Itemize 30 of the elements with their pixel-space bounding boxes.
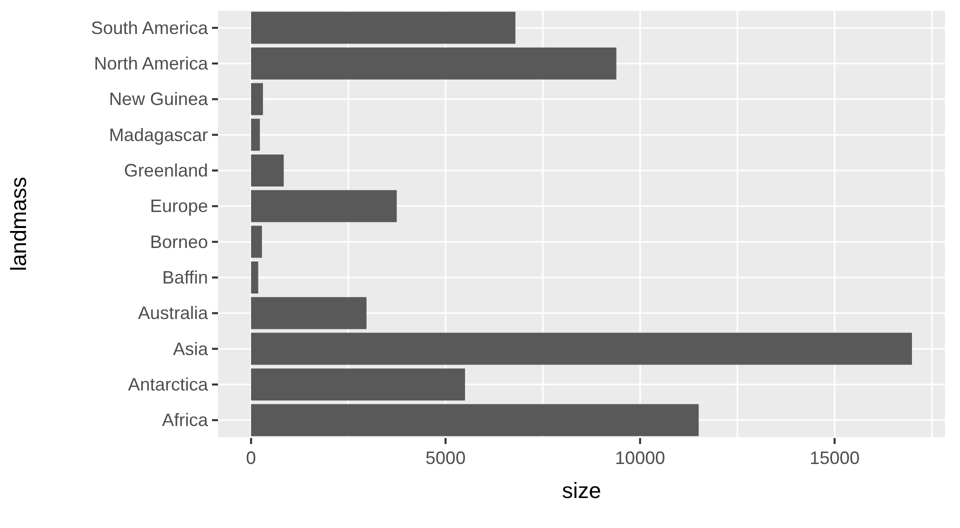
x-axis-title: size — [562, 478, 602, 503]
bar — [251, 404, 699, 436]
y-tick-label: New Guinea — [108, 89, 209, 110]
y-tick-label: Borneo — [150, 232, 208, 252]
bar — [251, 154, 284, 186]
bar — [251, 47, 616, 80]
x-tick-label: 0 — [246, 448, 256, 468]
x-tick-label: 10000 — [615, 448, 666, 468]
y-tick-label: Asia — [172, 338, 209, 359]
bar — [251, 83, 263, 116]
bar — [251, 297, 367, 330]
y-tick-label: Madagascar — [108, 124, 208, 145]
x-tick-label: 15000 — [810, 448, 860, 468]
bar — [251, 190, 397, 222]
bar — [251, 12, 516, 44]
bar — [251, 368, 466, 400]
bar — [251, 261, 258, 294]
y-tick-label: North America — [94, 54, 209, 74]
bar — [251, 118, 260, 151]
y-tick-label: Africa — [162, 410, 209, 430]
y-tick-label: Greenland — [124, 160, 208, 180]
bar — [251, 226, 262, 258]
y-tick-label: Antarctica — [128, 374, 209, 394]
y-tick-label: Europe — [150, 196, 208, 216]
y-tick-label: South America — [90, 18, 209, 38]
y-tick-label: Australia — [138, 303, 209, 324]
x-tick-label: 5000 — [426, 448, 466, 468]
bar — [251, 332, 912, 365]
y-tick-label: Baffin — [162, 268, 208, 288]
y-axis-title: landmass — [6, 176, 31, 272]
